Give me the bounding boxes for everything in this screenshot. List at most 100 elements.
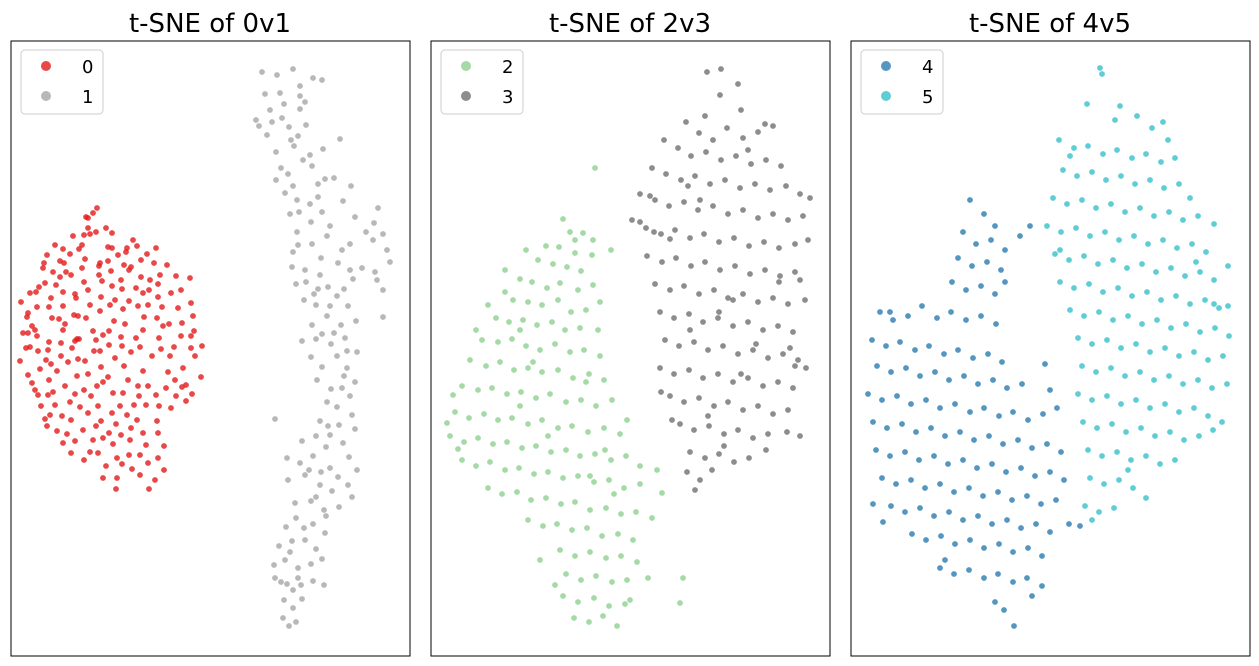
scatter-point-class-1 xyxy=(256,123,262,129)
scatter-point-class-4 xyxy=(993,321,999,327)
scatter-point-class-2 xyxy=(601,425,607,431)
scatter-point-class-1 xyxy=(345,303,351,309)
scatter-point-class-5 xyxy=(1219,419,1225,425)
scatter-point-class-0 xyxy=(62,383,68,389)
scatter-point-class-0 xyxy=(91,348,97,354)
scatter-point-class-2 xyxy=(624,577,630,583)
scatter-point-class-1 xyxy=(273,177,279,183)
scatter-point-class-2 xyxy=(547,391,553,397)
scatter-point-class-0 xyxy=(115,252,121,258)
scatter-point-class-1 xyxy=(313,433,319,439)
scatter-point-class-2 xyxy=(602,447,608,453)
scatter-point-class-4 xyxy=(1032,473,1038,479)
scatter-point-class-4 xyxy=(937,565,943,571)
scatter-point-class-3 xyxy=(691,427,697,433)
scatter-point-class-4 xyxy=(949,279,955,285)
scatter-point-class-3 xyxy=(760,327,766,333)
scatter-point-class-2 xyxy=(475,387,481,393)
scatter-point-class-0 xyxy=(175,305,181,311)
scatter-point-class-2 xyxy=(581,347,587,353)
scatter-point-class-1 xyxy=(342,335,348,341)
panel-title-2v3: t-SNE of 2v3 xyxy=(549,9,711,39)
scatter-point-class-5 xyxy=(1111,505,1117,511)
scatter-point-class-0 xyxy=(93,337,99,343)
scatter-point-class-0 xyxy=(168,290,174,296)
scatter-point-class-2 xyxy=(444,420,450,426)
scatter-point-class-2 xyxy=(645,575,651,581)
scatter-point-class-5 xyxy=(1180,217,1186,223)
scatter-point-class-2 xyxy=(452,409,458,415)
scatter-point-class-4 xyxy=(981,405,987,411)
scatter-point-class-2 xyxy=(520,317,526,323)
scatter-point-class-1 xyxy=(279,115,285,121)
scatter-point-class-3 xyxy=(733,153,739,159)
scatter-point-class-4 xyxy=(888,369,894,375)
scatter-point-class-4 xyxy=(1017,233,1023,239)
scatter-point-class-0 xyxy=(155,294,161,300)
scatter-point-class-4 xyxy=(922,485,928,491)
legend-marker-0 xyxy=(41,61,51,71)
scatter-point-class-0 xyxy=(100,379,106,385)
scatter-point-class-4 xyxy=(899,421,905,427)
scatter-point-class-0 xyxy=(90,328,96,334)
scatter-point-class-0 xyxy=(113,486,119,492)
scatter-point-class-0 xyxy=(81,387,87,393)
scatter-point-class-0 xyxy=(58,353,64,359)
scatter-point-class-5 xyxy=(1147,405,1153,411)
scatter-point-class-4 xyxy=(1061,477,1067,483)
scatter-point-class-1 xyxy=(301,297,307,303)
scatter-point-class-3 xyxy=(711,287,717,293)
scatter-point-class-5 xyxy=(1089,397,1095,403)
scatter-point-class-4 xyxy=(966,485,972,491)
scatter-point-class-0 xyxy=(111,318,117,324)
scatter-point-class-2 xyxy=(633,509,639,515)
scatter-point-class-0 xyxy=(158,346,164,352)
scatter-point-class-1 xyxy=(348,183,354,189)
scatter-point-class-3 xyxy=(658,231,664,237)
scatter-point-class-2 xyxy=(517,403,523,409)
scatter-point-class-1 xyxy=(253,117,259,123)
scatter-point-class-2 xyxy=(569,527,575,533)
scatter-point-class-0 xyxy=(60,440,66,446)
scatter-point-class-1 xyxy=(347,393,353,399)
scatter-point-class-2 xyxy=(570,375,576,381)
scatter-point-class-0 xyxy=(85,371,91,377)
scatter-point-class-4 xyxy=(888,503,894,509)
scatter-point-class-2 xyxy=(606,477,612,483)
scatter-point-class-0 xyxy=(120,390,126,396)
scatter-point-class-0 xyxy=(137,452,143,458)
scatter-point-class-5 xyxy=(1147,349,1153,355)
scatter-point-class-2 xyxy=(572,237,578,243)
scatter-point-class-2 xyxy=(533,395,539,401)
scatter-point-class-5 xyxy=(1168,325,1174,331)
scatter-point-class-5 xyxy=(1197,329,1203,335)
scatter-point-class-1 xyxy=(317,482,323,488)
scatter-point-class-1 xyxy=(301,525,307,531)
scatter-point-class-4 xyxy=(967,409,973,415)
scatter-point-class-5 xyxy=(1165,137,1171,143)
scatter-point-class-1 xyxy=(299,438,305,444)
scatter-point-class-1 xyxy=(292,500,298,506)
scatter-point-class-5 xyxy=(1110,317,1116,323)
scatter-point-class-2 xyxy=(502,467,508,473)
scatter-point-class-3 xyxy=(807,195,813,201)
scatter-point-class-1 xyxy=(354,467,360,473)
scatter-point-class-5 xyxy=(1132,181,1138,187)
scatter-point-class-1 xyxy=(262,91,268,97)
scatter-point-class-2 xyxy=(593,573,599,579)
scatter-point-class-3 xyxy=(657,365,663,371)
scatter-point-class-2 xyxy=(523,247,529,253)
scatter-point-class-0 xyxy=(118,277,124,283)
scatter-point-class-0 xyxy=(147,277,153,283)
scatter-point-class-0 xyxy=(112,355,118,361)
scatter-point-class-3 xyxy=(763,447,769,453)
scatter-point-class-3 xyxy=(697,477,703,483)
scatter-point-class-5 xyxy=(1137,369,1143,375)
scatter-point-class-5 xyxy=(1145,241,1151,247)
scatter-point-class-4 xyxy=(1002,247,1008,253)
scatter-point-class-2 xyxy=(525,365,531,371)
scatter-point-class-2 xyxy=(599,533,605,539)
scatter-point-class-2 xyxy=(591,479,597,485)
scatter-point-class-5 xyxy=(1211,301,1217,307)
scatter-point-class-1 xyxy=(315,194,321,200)
